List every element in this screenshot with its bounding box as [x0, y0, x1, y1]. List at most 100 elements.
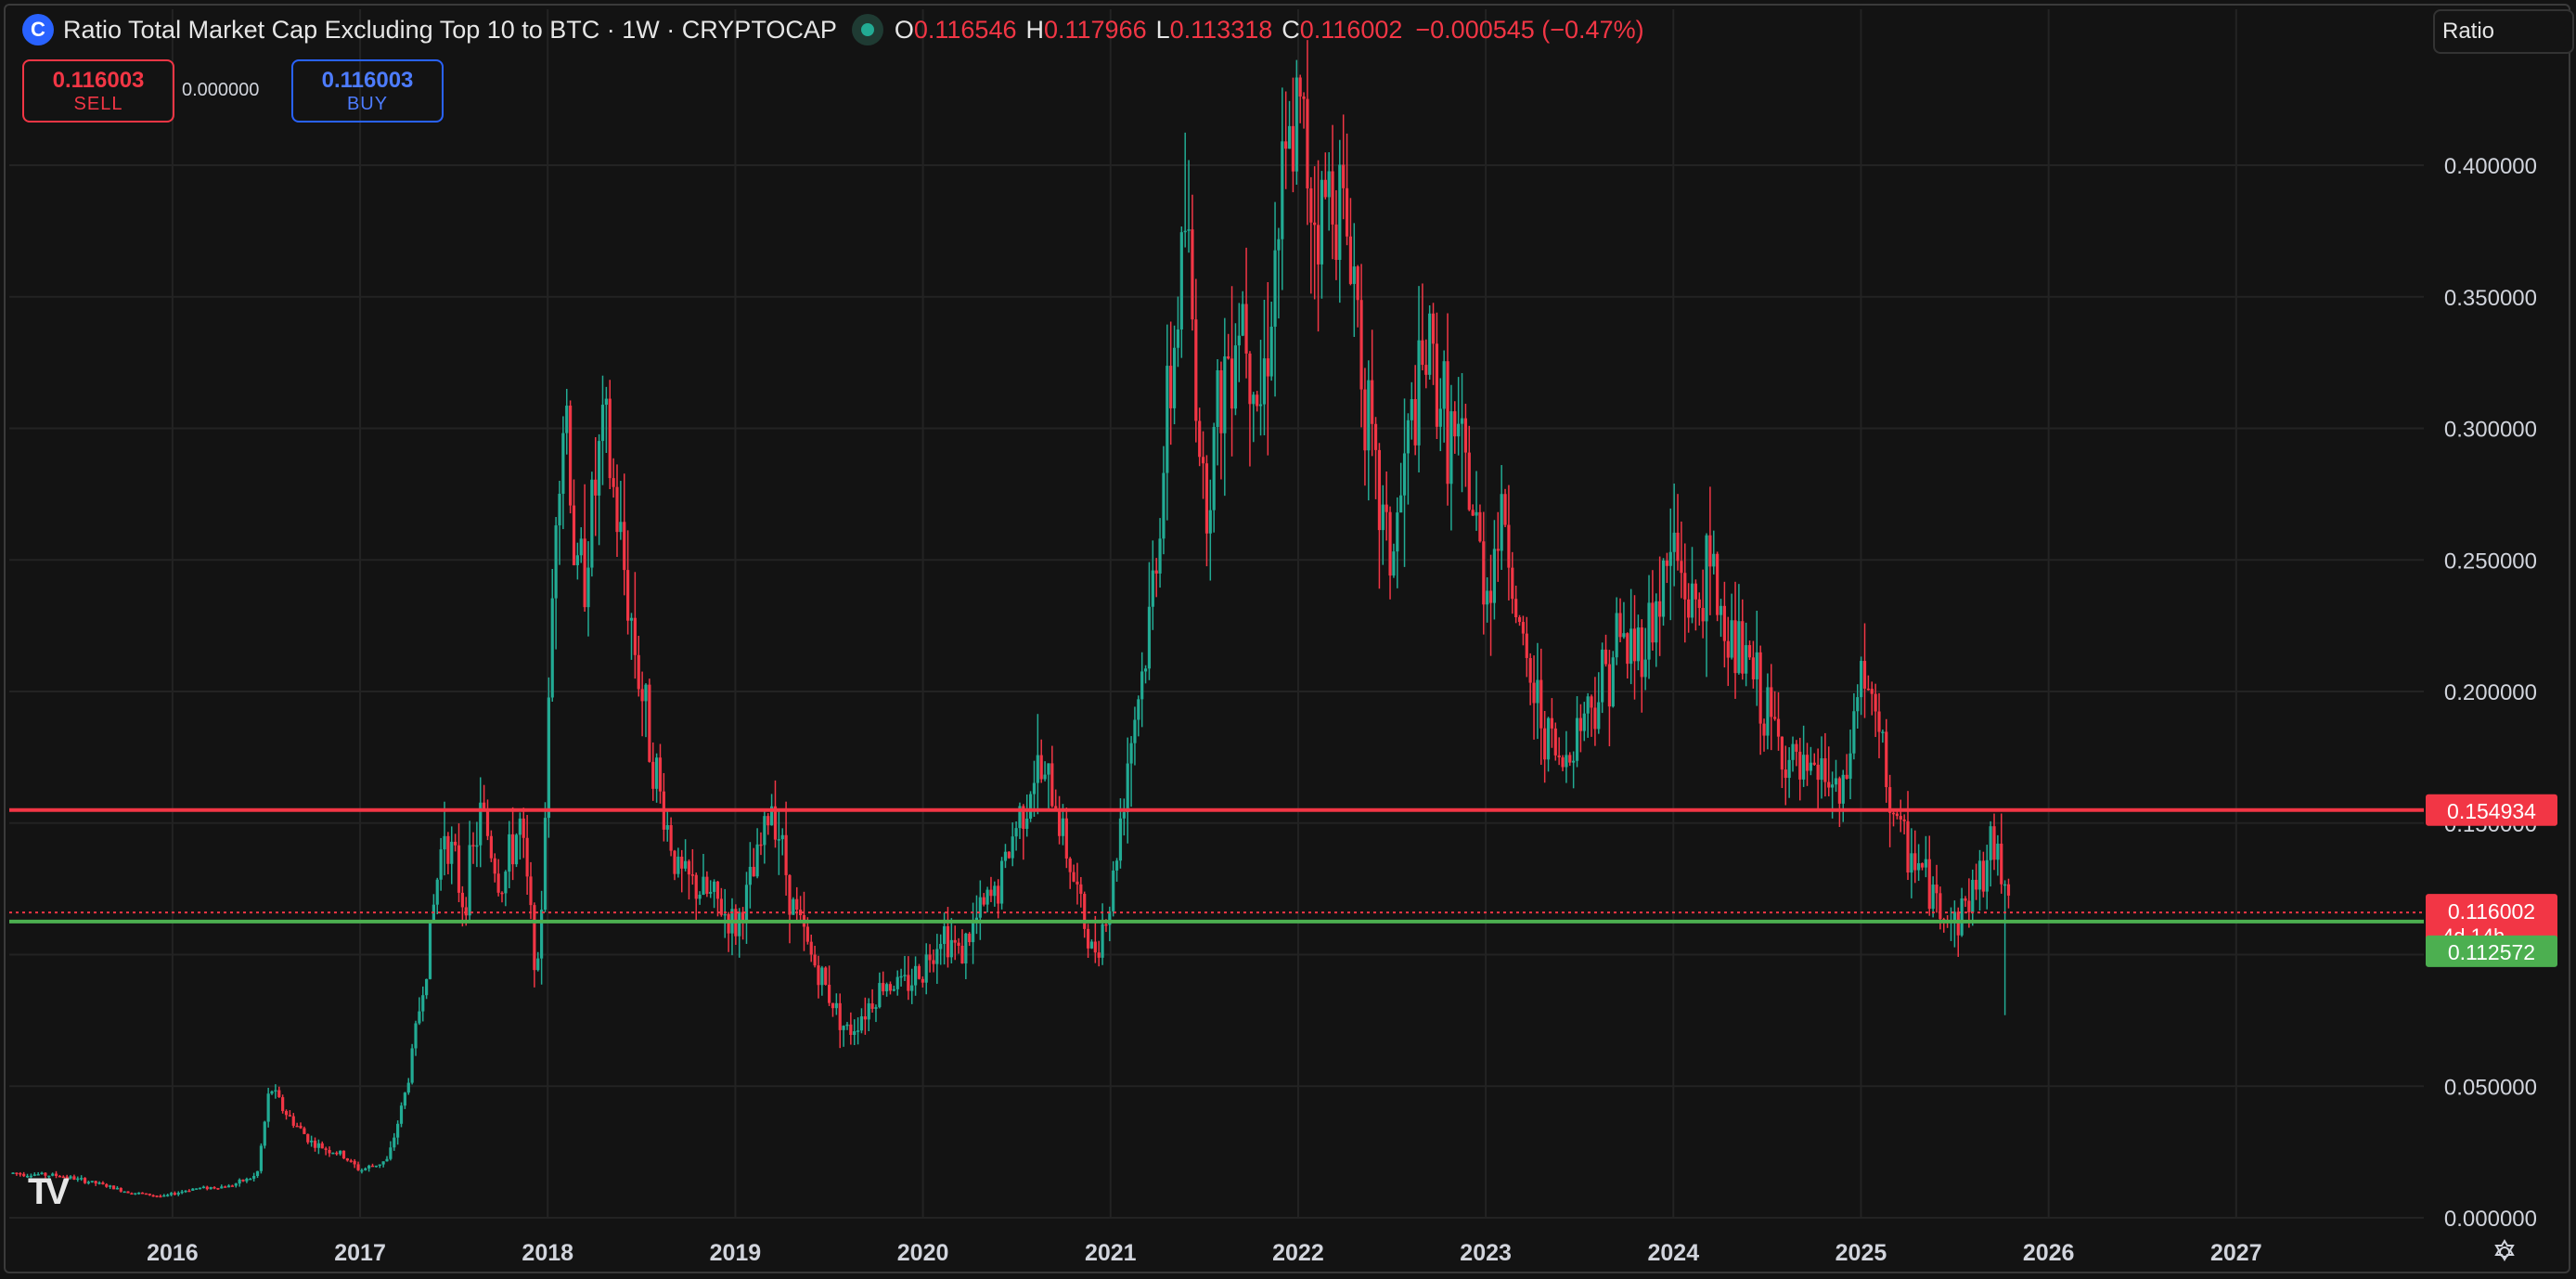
candle-body	[1086, 928, 1090, 949]
candle-body	[960, 945, 964, 964]
candle-body	[180, 1191, 184, 1194]
candle-body	[263, 1121, 266, 1146]
candle-body	[1003, 851, 1008, 861]
candle-body	[1266, 358, 1269, 377]
settings-gear-icon[interactable]	[2491, 1238, 2518, 1266]
candle-body	[324, 1148, 328, 1150]
candle-body	[367, 1165, 371, 1169]
candle-body	[928, 954, 932, 961]
candle-body	[964, 933, 968, 964]
market-status-icon[interactable]	[851, 14, 883, 45]
candle-body	[1977, 860, 1982, 890]
candle-body	[921, 978, 924, 983]
candle-body	[1284, 141, 1288, 149]
scale-mode-button[interactable]: Ratio	[2433, 9, 2574, 54]
candle-body	[511, 833, 515, 865]
candle-body	[1291, 125, 1295, 172]
candle-body	[130, 1193, 134, 1195]
candle-body	[888, 984, 893, 991]
candle-body	[1032, 782, 1037, 795]
candle-body	[669, 825, 673, 851]
candle-body	[1258, 404, 1263, 407]
candle-body	[370, 1165, 375, 1168]
candle-body	[159, 1195, 162, 1198]
x-tick-label: 2021	[1085, 1240, 1137, 1266]
candle-body	[364, 1168, 367, 1170]
candle-body	[1050, 763, 1054, 807]
candle-body	[1406, 420, 1410, 454]
candle-body	[1791, 743, 1795, 760]
candle-body	[1018, 806, 1022, 829]
candle-body	[1047, 763, 1050, 775]
candle-body	[1385, 504, 1388, 512]
buy-button[interactable]: 0.116003 BUY	[291, 59, 444, 123]
candle-body	[1089, 941, 1094, 949]
symbol-title[interactable]: Ratio Total Market Cap Excluding Top 10 …	[63, 15, 837, 44]
candle-body	[1306, 98, 1309, 188]
horizontal-lines	[9, 807, 2424, 924]
candle-body	[540, 910, 544, 959]
candle-body	[1327, 171, 1331, 198]
candle-body	[496, 873, 500, 893]
tradingview-logo-icon[interactable]: TV	[28, 1171, 70, 1212]
candle-body	[1647, 602, 1651, 660]
x-tick-label: 2026	[2023, 1240, 2075, 1266]
candle-body	[468, 845, 471, 916]
candle-body	[493, 858, 496, 874]
x-tick-label: 2024	[1647, 1240, 1699, 1266]
candle-body	[1363, 389, 1367, 451]
x-tick-label: 2025	[1835, 1240, 1887, 1266]
candle-body	[1730, 620, 1733, 658]
candle-body	[485, 809, 490, 836]
candle-body	[489, 835, 493, 859]
candle-body	[1658, 601, 1662, 617]
candle-body	[1536, 679, 1539, 704]
candle-body	[504, 872, 508, 894]
candle-body	[1345, 187, 1349, 237]
candle-body	[982, 897, 985, 905]
candle-body	[1590, 696, 1593, 708]
candle-body	[813, 954, 817, 966]
candle-body	[1517, 616, 1522, 623]
candle-body	[479, 802, 483, 846]
candle-body	[1860, 661, 1863, 698]
candle-body	[705, 876, 709, 894]
candle-body	[1371, 380, 1374, 424]
candle-body	[1093, 941, 1097, 953]
candle-body	[389, 1147, 393, 1159]
candle-body	[882, 983, 885, 992]
candle-body	[443, 835, 446, 850]
candle-body	[1745, 645, 1748, 674]
candle-body	[360, 1169, 364, 1172]
candle-body	[1446, 361, 1449, 484]
candle-body	[1424, 365, 1428, 375]
candle-body	[1176, 329, 1180, 348]
candle-body	[1338, 164, 1342, 260]
candle-body	[859, 1016, 864, 1031]
open-value: 0.116546	[913, 15, 1017, 44]
candle-body	[780, 834, 784, 840]
candle-body	[838, 1002, 842, 1030]
candle-body	[665, 825, 669, 830]
candle-body	[169, 1193, 174, 1195]
candle-body	[1162, 472, 1166, 539]
candle-body	[1438, 408, 1442, 427]
y-tick-label: 0.000000	[2444, 1207, 2537, 1232]
candle-body	[777, 839, 780, 841]
candle-body	[1373, 423, 1378, 450]
sell-button[interactable]: 0.116003 SELL	[22, 59, 174, 123]
candle-body	[1985, 859, 1989, 892]
x-tick-label: 2016	[147, 1240, 199, 1266]
candle-body	[1931, 885, 1935, 910]
x-tick-label: 2023	[1460, 1240, 1512, 1266]
candle-body	[1578, 717, 1583, 731]
candle-body	[856, 1030, 860, 1032]
candle-body	[817, 965, 820, 986]
candle-body	[209, 1186, 213, 1190]
candle-body	[1967, 900, 1971, 912]
candle-body	[1996, 843, 2000, 860]
candle-body	[676, 856, 680, 874]
candle-body	[715, 881, 720, 899]
candle-body	[201, 1186, 206, 1189]
